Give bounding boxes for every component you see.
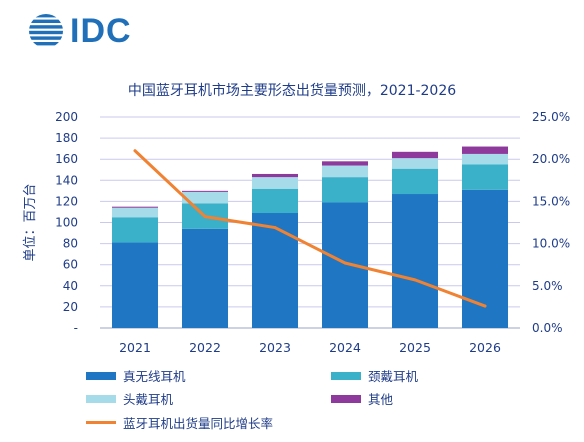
- y-tick-label: 80: [63, 237, 78, 251]
- y-tick-label: 100: [55, 216, 78, 230]
- growth-rate-point: [483, 304, 487, 308]
- bar-segment-3: [182, 191, 228, 204]
- y2-tick-label: 20.0%: [532, 152, 570, 166]
- y-tick-label: 20: [63, 300, 78, 314]
- y2-tick-label: 25.0%: [532, 110, 570, 124]
- growth-rate-point: [413, 278, 417, 282]
- legend-label-true-wireless: 真无线耳机: [123, 369, 186, 384]
- legend-item-headband: 头戴耳机: [86, 389, 173, 408]
- legend-swatch-headband: [86, 394, 116, 403]
- x-tick-label: 2026: [469, 340, 501, 355]
- bar-segment-2: [462, 164, 508, 190]
- bar-segment-2: [392, 168, 438, 195]
- x-tick-label: 2024: [329, 340, 361, 355]
- growth-rate-point: [133, 149, 137, 153]
- x-tick-label: 2025: [399, 340, 431, 355]
- bar-segment-1: [112, 242, 158, 328]
- bar-segment-4: [112, 206, 158, 208]
- bar-segment-4: [322, 161, 368, 166]
- x-tick-label: 2023: [259, 340, 291, 355]
- x-tick-label: 2022: [189, 340, 221, 355]
- bar-segment-3: [462, 153, 508, 165]
- y-axis-label: 单位：百万台: [23, 183, 38, 261]
- growth-rate-point: [343, 261, 347, 265]
- y2-tick-label: 15.0%: [532, 194, 570, 208]
- bar-segment-4: [392, 151, 438, 159]
- bar-segment-4: [462, 146, 508, 154]
- idc-logo: IDC: [26, 11, 132, 51]
- legend-swatch-neckband: [331, 371, 361, 380]
- legend-item-neckband: 颈戴耳机: [331, 366, 418, 385]
- x-tick-label: 2021: [119, 340, 151, 355]
- logo-text: IDC: [70, 12, 132, 50]
- bar-segment-3: [322, 165, 368, 178]
- bar-segment-1: [322, 202, 368, 328]
- y-tick-label: 200: [55, 110, 78, 124]
- legend-label-other: 其他: [368, 392, 394, 407]
- legend-swatch-other: [331, 394, 361, 403]
- bar-segment-1: [252, 213, 298, 328]
- bar-segment-4: [182, 190, 228, 192]
- bar-segment-1: [182, 228, 228, 328]
- bar-segment-3: [112, 207, 158, 218]
- y-tick-label: 180: [55, 131, 78, 145]
- growth-rate-line: [133, 149, 487, 308]
- chart-title: 中国蓝牙耳机市场主要形态出货量预测，2021-2026: [127, 83, 457, 99]
- bar-segment-2: [322, 177, 368, 203]
- bar-segment-2: [252, 188, 298, 214]
- y2-tick-label: 5.0%: [532, 279, 563, 293]
- y-tick-label: 160: [55, 152, 78, 166]
- y-tick-label: 140: [55, 173, 78, 187]
- legend-label-headband: 头戴耳机: [123, 392, 174, 407]
- bar-segment-3: [392, 158, 438, 169]
- globe-icon: [29, 14, 63, 46]
- legend-item-other: 其他: [331, 389, 393, 408]
- y2-tick-label: 0.0%: [532, 321, 563, 335]
- legend-swatch-true-wireless: [86, 371, 116, 380]
- growth-rate-point: [203, 215, 207, 218]
- legend-label-growth-rate: 蓝牙耳机出货量同比增长率: [123, 416, 274, 431]
- legend-item-growth-rate: 蓝牙耳机出货量同比增长率: [86, 413, 273, 432]
- bar-segment-4: [252, 173, 298, 178]
- y-tick-label: -: [74, 321, 78, 335]
- bar-segment-3: [252, 177, 298, 189]
- y-tick-label: 60: [63, 258, 78, 272]
- y2-tick-label: 10.0%: [532, 237, 570, 251]
- y-tick-label: 120: [55, 194, 78, 208]
- growth-rate-point: [273, 226, 277, 229]
- legend-item-true-wireless: 真无线耳机: [86, 366, 186, 385]
- legend-swatch-growth-rate: [86, 421, 116, 424]
- legend-label-neckband: 颈戴耳机: [368, 369, 419, 384]
- y-tick-label: 40: [63, 279, 78, 293]
- bar-segment-2: [112, 217, 158, 243]
- bar-segment-1: [392, 194, 438, 328]
- chart-legend: 真无线耳机 颈戴耳机 头戴耳机 其他 蓝牙耳机出货量同比增长率: [86, 366, 506, 436]
